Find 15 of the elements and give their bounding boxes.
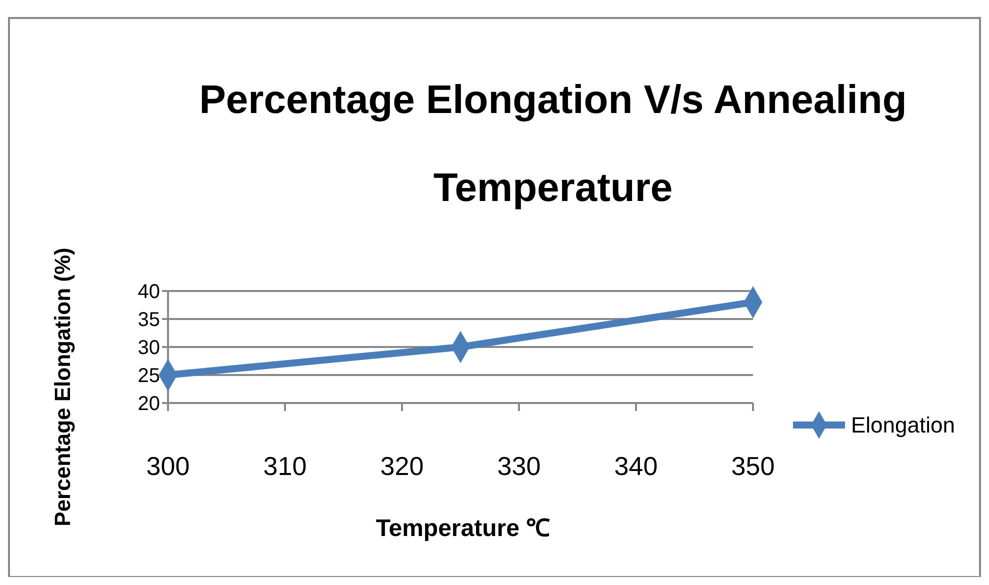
x-axis-title: Temperature ℃ [376, 515, 550, 542]
x-tick-label: 320 [380, 451, 424, 481]
x-tick-label: 330 [497, 451, 541, 481]
chart-title: Percentage Elongation V/s Annealing Temperature [199, 78, 907, 210]
legend-label: Elongation [851, 412, 955, 438]
x-tick-label: 300 [146, 451, 190, 481]
y-tick-label: 25 [138, 365, 160, 387]
y-tick-label: 35 [138, 309, 160, 331]
y-axis-title: Percentage Elongation (%) [50, 248, 75, 526]
y-tick-label: 40 [138, 281, 160, 303]
x-tick-label: 310 [263, 451, 307, 481]
x-tick-label: 340 [614, 451, 658, 481]
y-tick-label: 20 [138, 393, 160, 415]
x-tick-label: 350 [731, 451, 775, 481]
y-tick-label: 30 [138, 337, 160, 359]
